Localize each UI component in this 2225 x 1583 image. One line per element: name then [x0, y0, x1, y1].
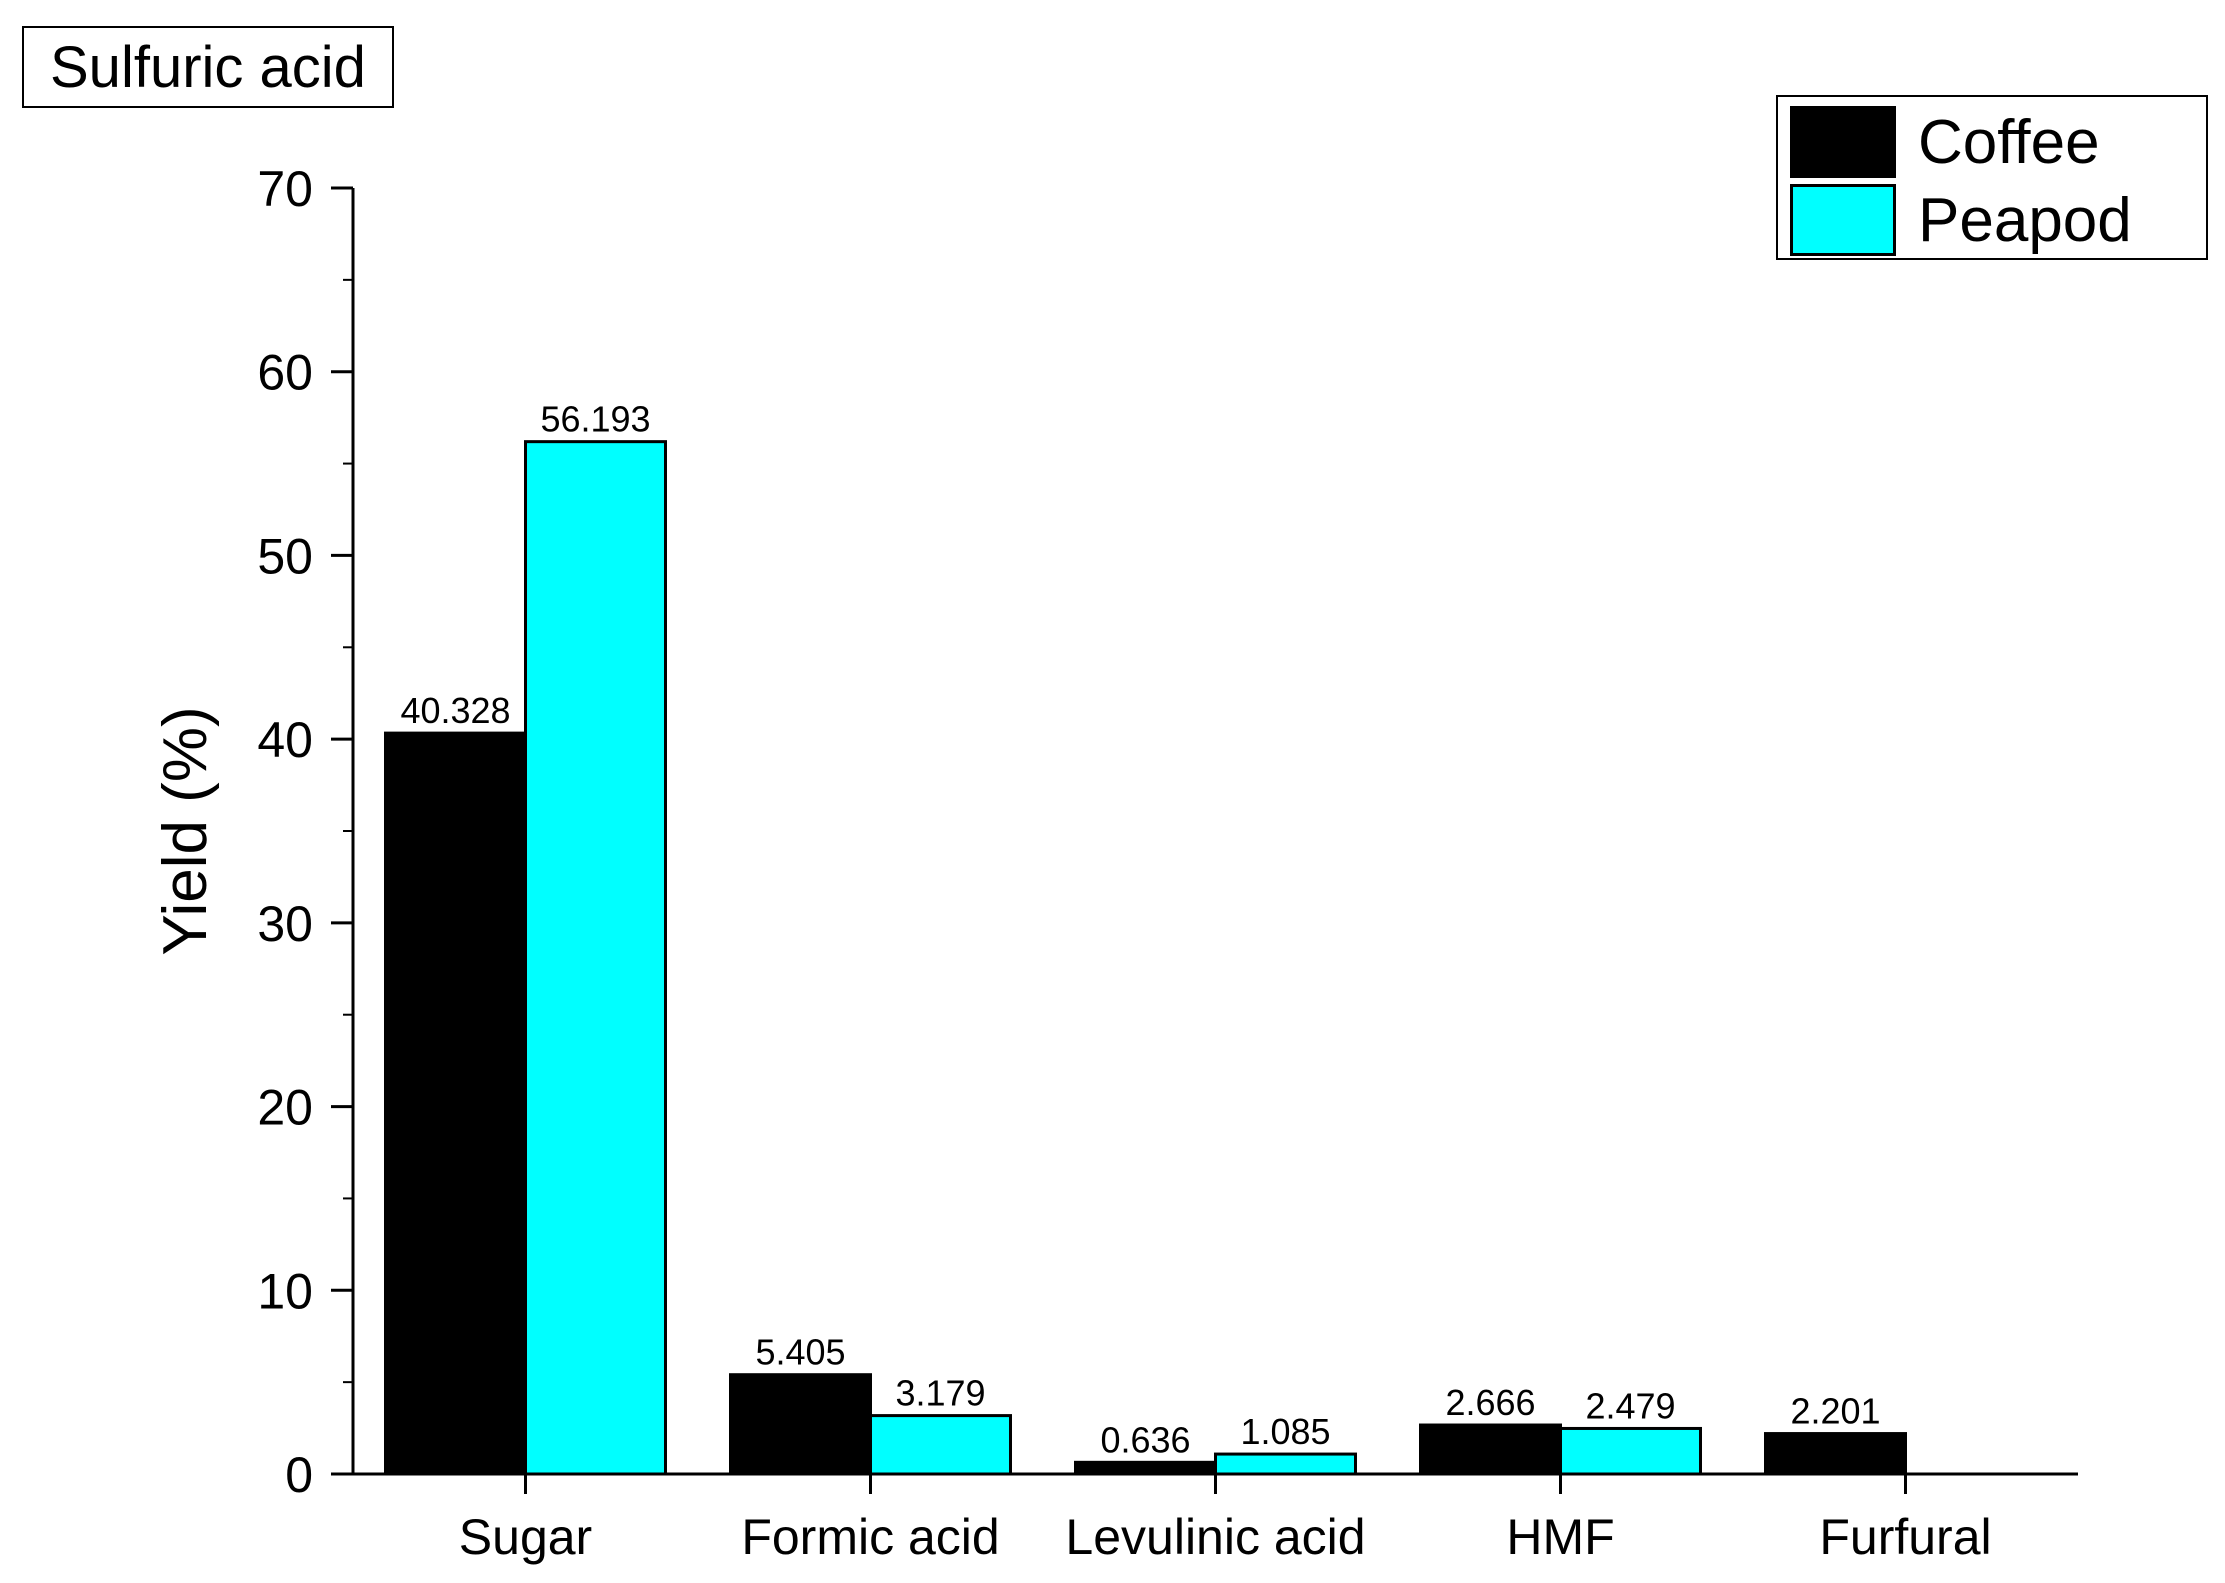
y-tick-label: 60	[257, 345, 313, 401]
bar-peapod-hmf	[1559, 1426, 1702, 1476]
y-tick-label: 50	[257, 528, 313, 584]
legend-swatch-peapod	[1790, 184, 1896, 256]
legend-item-peapod: Peapod	[1790, 183, 2132, 257]
legend-swatch-coffee	[1790, 106, 1896, 178]
data-label: 3.179	[895, 1373, 985, 1414]
data-label: 40.328	[400, 690, 510, 731]
chart-title: Sulfuric acid	[22, 26, 394, 108]
data-label: 2.479	[1585, 1385, 1675, 1426]
x-tick-label: Furfural	[1819, 1509, 1991, 1565]
legend: Coffee Peapod	[1776, 95, 2208, 260]
bar-peapod-levulinic-acid	[1214, 1452, 1357, 1476]
bar-peapod-sugar	[524, 440, 667, 1476]
legend-item-coffee: Coffee	[1790, 105, 2100, 179]
y-tick-label: 0	[285, 1447, 313, 1503]
data-label: 5.405	[755, 1332, 845, 1373]
bar-coffee-furfural	[1764, 1432, 1907, 1476]
labels: 40.328 56.193 5.405 3.179 0.636 1.085 2.666 2.4…	[400, 399, 1880, 1461]
legend-label-peapod: Peapod	[1918, 185, 2132, 255]
bar-coffee-formic-acid	[729, 1373, 872, 1476]
y-tick-label: 40	[257, 712, 313, 768]
y-axis-label: Yield (%)	[151, 706, 220, 955]
data-label: 0.636	[1100, 1419, 1190, 1460]
bars	[384, 440, 1907, 1476]
bar-coffee-hmf	[1419, 1423, 1562, 1476]
y-tick-label: 10	[257, 1263, 313, 1319]
y-tick-label: 70	[257, 161, 313, 217]
bar-coffee-levulinic-acid	[1074, 1460, 1217, 1476]
chart-title-text: Sulfuric acid	[50, 34, 366, 100]
x-tick-label: HMF	[1506, 1509, 1614, 1565]
data-label: 1.085	[1240, 1411, 1330, 1452]
bar-coffee-sugar	[384, 731, 527, 1476]
x-tick-label: Sugar	[459, 1509, 592, 1565]
x-tick-label: Formic acid	[741, 1509, 999, 1565]
bar-peapod-formic-acid	[869, 1414, 1012, 1476]
y-tick-label: 20	[257, 1080, 313, 1136]
axes: 0 10 20 30 40 50 60 70 Yield (%) Sugar Formic acid…	[151, 161, 2078, 1565]
y-tick-label: 30	[257, 896, 313, 952]
legend-label-coffee: Coffee	[1918, 107, 2100, 177]
data-label: 2.201	[1790, 1391, 1880, 1432]
data-label: 56.193	[540, 399, 650, 440]
x-tick-label: Levulinic acid	[1065, 1509, 1365, 1565]
data-label: 2.666	[1445, 1382, 1535, 1423]
